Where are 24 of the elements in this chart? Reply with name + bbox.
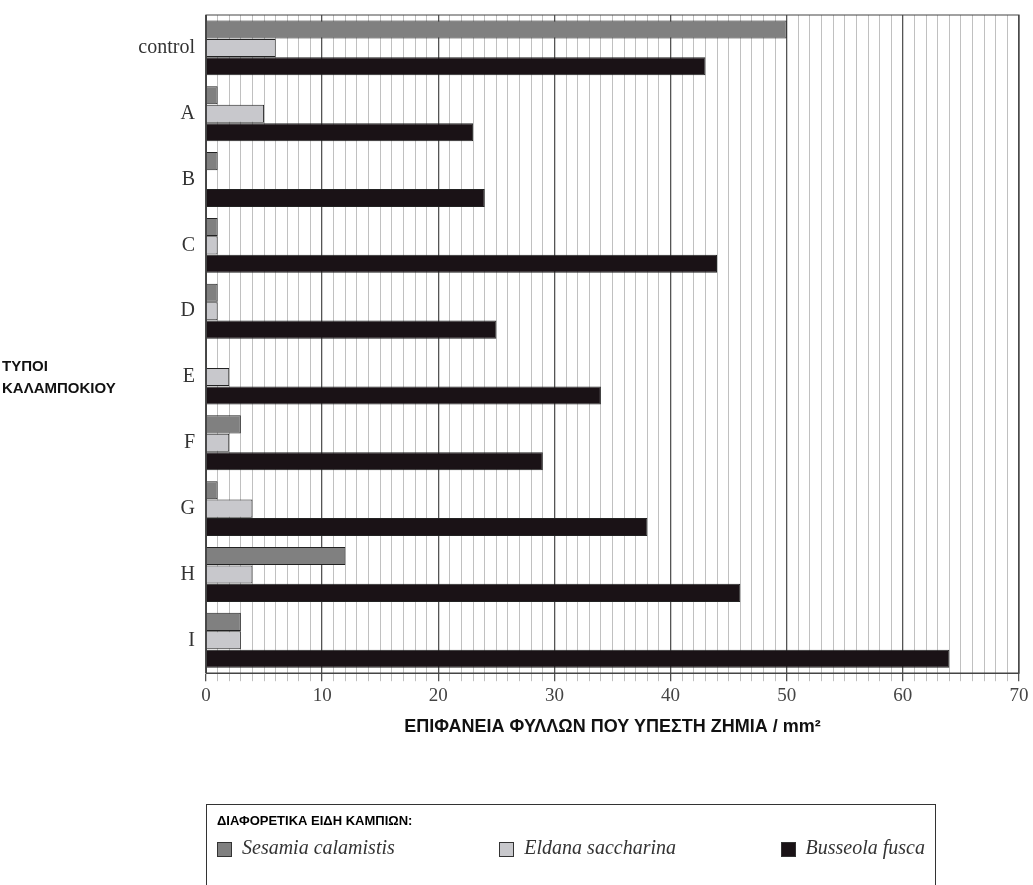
y-tick-label: A bbox=[180, 100, 196, 123]
x-tick-label: 60 bbox=[893, 683, 913, 705]
y-tick-label: C bbox=[181, 232, 195, 255]
y-tick-label: I bbox=[188, 627, 195, 650]
x-tick-label: 0 bbox=[201, 683, 211, 705]
legend-label: Sesamia calamistis bbox=[241, 836, 395, 859]
y-tick-label: D bbox=[180, 298, 195, 321]
y-tick-label: G bbox=[180, 495, 195, 518]
y-tick-label: E bbox=[182, 364, 195, 387]
y-tick-label: control bbox=[138, 35, 196, 58]
x-tick-label: 70 bbox=[1009, 683, 1029, 705]
y-tick-label: B bbox=[181, 166, 195, 189]
x-tick-label: 30 bbox=[544, 683, 564, 705]
x-tick-label: 10 bbox=[312, 683, 332, 705]
legend-label: Busseola fusca bbox=[804, 836, 925, 859]
y-axis-title: ΤΥΠΟΙ ΚΑΛΑΜΠΟΚΙΟΥ bbox=[2, 356, 117, 398]
x-tick-label: 40 bbox=[661, 683, 681, 705]
x-tick-label: 50 bbox=[777, 683, 797, 705]
legend-label: Eldana saccharina bbox=[523, 836, 676, 859]
legend-title: ΔΙΑΦΟΡΕΤΙΚΑ ΕΙΔΗ ΚΑΜΠΙΩΝ: bbox=[217, 813, 414, 828]
x-axis-title: ΕΠΙΦΑΝΕΙΑ ΦΥΛΛΩΝ ΠΟΥ ΥΠΕΣΤΗ ΖΗΜΙΑ / mm² bbox=[403, 716, 822, 737]
y-tick-label: H bbox=[180, 561, 195, 584]
x-tick-label: 20 bbox=[428, 683, 448, 705]
y-tick-label: F bbox=[183, 430, 195, 453]
